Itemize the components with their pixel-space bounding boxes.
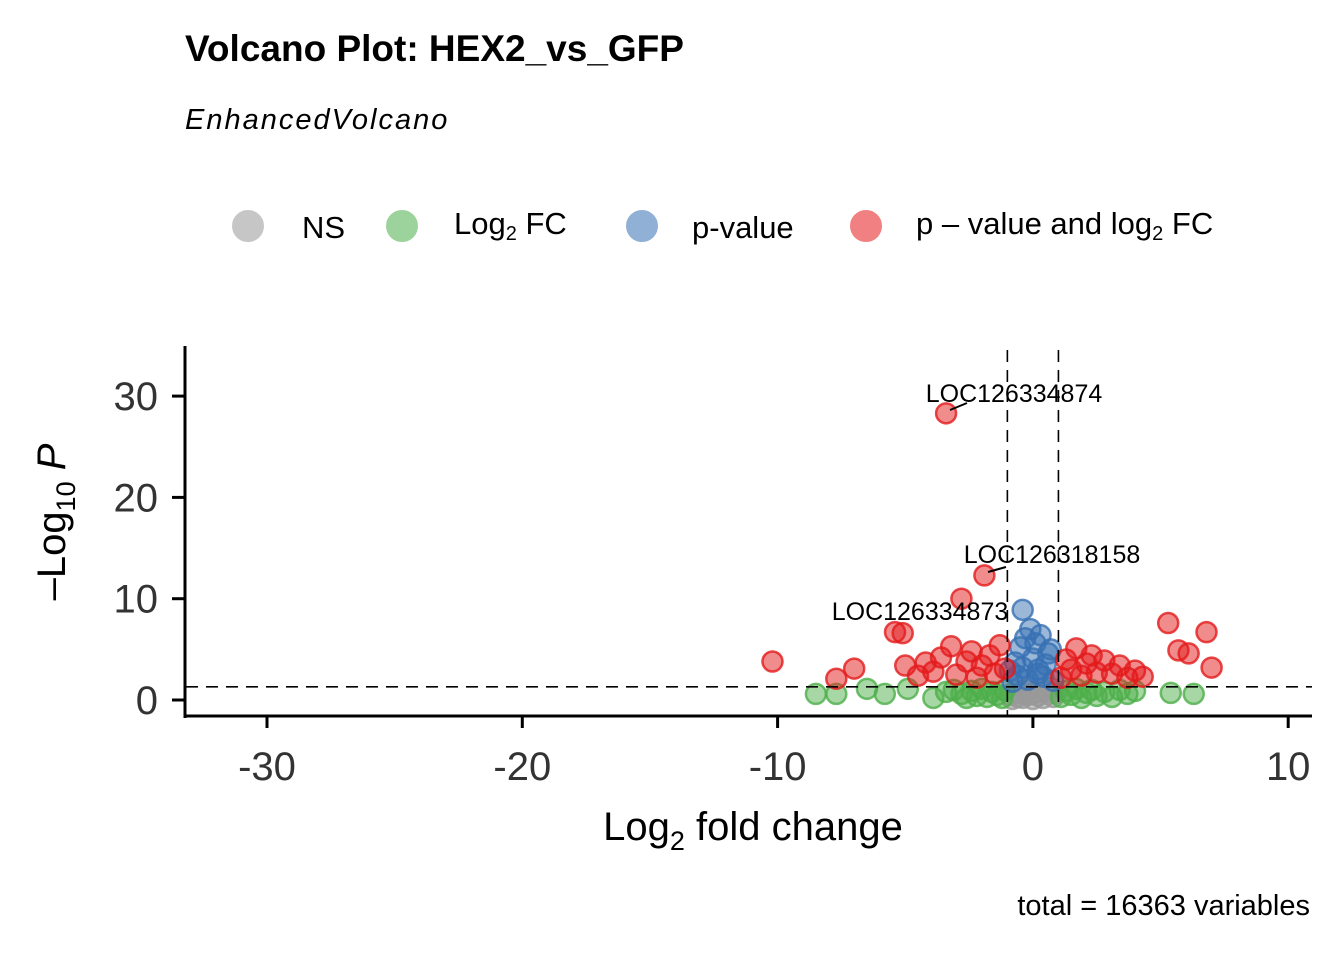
point-pvalue bbox=[1026, 662, 1050, 685]
x-tick-label: -10 bbox=[749, 745, 807, 789]
x-tick-label: 0 bbox=[1022, 745, 1044, 789]
legend-swatch-ns bbox=[232, 210, 264, 242]
point-pvalue-and-log2fc bbox=[934, 402, 958, 425]
point-log2fc bbox=[1182, 682, 1205, 706]
cutoff-lines bbox=[186, 350, 1312, 716]
axes bbox=[183, 346, 1312, 718]
x-tick-label: -20 bbox=[493, 745, 551, 789]
y-tick-label: 0 bbox=[136, 679, 158, 723]
chart-subtitle: EnhancedVolcano bbox=[185, 104, 450, 136]
label-connector bbox=[987, 566, 1007, 573]
legend-label-pvalue-and-log2fc: p – value and log2 FC bbox=[916, 206, 1214, 245]
legend-label-pvalue: p-value bbox=[692, 210, 794, 245]
x-ticks: -30 -20 -10 0 10 bbox=[238, 716, 1310, 789]
point-log2fc bbox=[873, 682, 897, 706]
label-connector bbox=[949, 402, 968, 411]
gene-labels: LOC126334874 LOC126318158 LOC126334873 bbox=[832, 380, 1141, 626]
point-pvalue-and-log2fc bbox=[939, 635, 963, 658]
point-pvalue-and-log2fc bbox=[1177, 642, 1200, 665]
point-log2fc bbox=[1159, 681, 1183, 705]
x-axis-title: Log2 fold change bbox=[603, 805, 903, 856]
gene-label: LOC126334874 bbox=[926, 380, 1103, 408]
legend-swatch-log2fc bbox=[386, 210, 418, 242]
point-pvalue-and-log2fc bbox=[993, 657, 1017, 680]
point-pvalue-and-log2fc bbox=[761, 650, 784, 673]
y-axis-title: –Log10 P bbox=[30, 443, 81, 600]
point-pvalue-and-log2fc bbox=[1200, 656, 1223, 679]
point-pvalue-and-log2fc bbox=[825, 667, 848, 690]
y-ticks: 0 10 20 30 bbox=[114, 375, 185, 723]
points-layer bbox=[761, 402, 1223, 711]
legend-swatch-pvalue bbox=[626, 210, 658, 242]
point-pvalue bbox=[1011, 598, 1034, 622]
gene-label: LOC126334873 bbox=[832, 598, 1009, 626]
point-pvalue-and-log2fc bbox=[950, 587, 973, 610]
legend-label-ns: NS bbox=[302, 210, 346, 245]
gene-label: LOC126318158 bbox=[964, 541, 1141, 569]
y-tick-label: 30 bbox=[114, 375, 159, 419]
point-pvalue-and-log2fc bbox=[973, 564, 996, 587]
legend-label-log2fc: Log2 FC bbox=[454, 206, 567, 245]
point-pvalue-and-log2fc bbox=[842, 657, 866, 680]
point-pvalue-and-log2fc bbox=[891, 621, 914, 645]
point-pvalue-and-log2fc bbox=[988, 634, 1011, 657]
x-tick-label: -30 bbox=[238, 745, 296, 789]
point-pvalue-and-log2fc bbox=[1131, 665, 1154, 688]
chart-caption: total = 16363 variables bbox=[1017, 890, 1310, 922]
point-pvalue-and-log2fc bbox=[1156, 611, 1180, 635]
y-tick-label: 20 bbox=[114, 476, 159, 520]
x-tick-label: 10 bbox=[1266, 745, 1311, 789]
y-tick-label: 10 bbox=[114, 578, 159, 622]
legend-swatch-pvalue-and-log2fc bbox=[850, 210, 882, 242]
point-pvalue bbox=[1039, 638, 1063, 661]
point-pvalue-and-log2fc bbox=[1195, 620, 1218, 644]
legend: NS Log2 FC p-value p – value and log2 FC bbox=[0, 196, 1344, 260]
point-pvalue bbox=[1019, 617, 1042, 641]
chart-title: Volcano Plot: HEX2_vs_GFP bbox=[185, 28, 684, 69]
